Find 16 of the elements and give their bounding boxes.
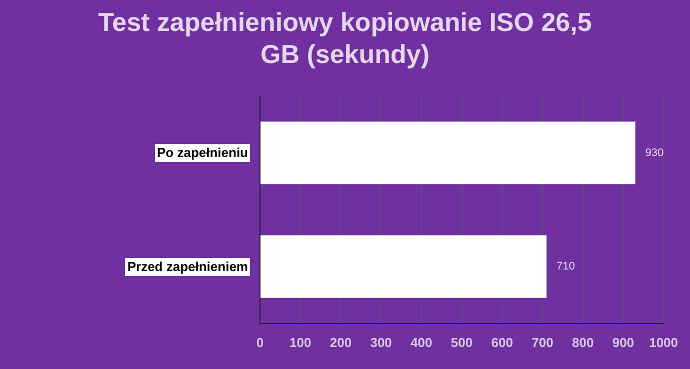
x-tick-label: 400	[410, 334, 432, 350]
chart-title: Test zapełnieniowy kopiowanie ISO 26,5 GB (sekundy)	[97, 6, 593, 70]
y-tick-label: Przed zapełnieniem	[125, 258, 250, 276]
x-tick-label: 700	[532, 334, 554, 350]
x-tick-label: 800	[572, 334, 594, 350]
x-tick-label: 300	[370, 334, 392, 350]
x-tick-label: 100	[290, 334, 312, 350]
x-tick-label: 900	[612, 334, 634, 350]
data-label: 930	[645, 146, 664, 159]
y-tick-label: Po zapełnieniu	[154, 144, 250, 162]
x-tick-label: 200	[330, 334, 352, 350]
data-label: 710	[556, 260, 575, 273]
x-tick-label: 0	[256, 334, 264, 350]
x-tick-label: 1000	[649, 334, 678, 350]
x-tick-label: 600	[491, 334, 513, 350]
x-tick-label: 500	[450, 334, 473, 350]
